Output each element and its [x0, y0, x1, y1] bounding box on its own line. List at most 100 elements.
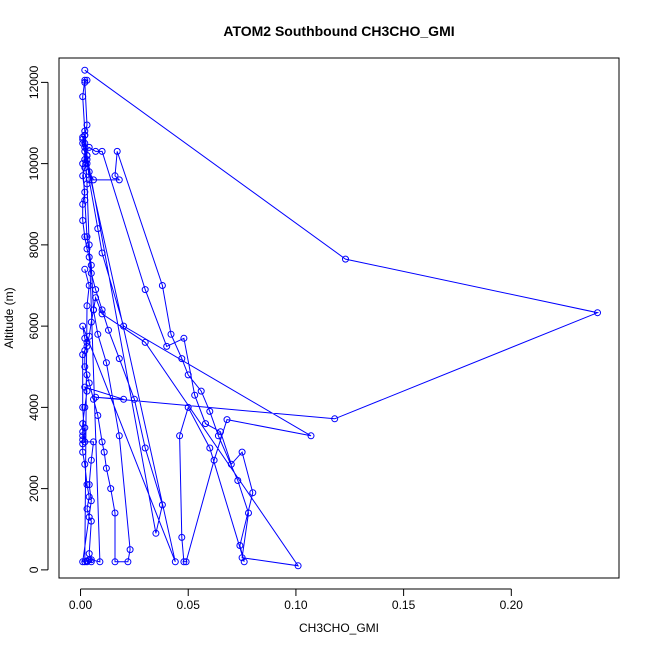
data-point: [87, 556, 95, 564]
data-point: [83, 387, 91, 395]
data-point: [79, 420, 87, 428]
data-point: [85, 513, 93, 521]
y-tick-label: 0: [27, 566, 41, 573]
data-point: [83, 505, 91, 513]
data-point: [331, 415, 339, 423]
data-point: [85, 241, 93, 249]
data-point: [176, 432, 184, 440]
data-point: [83, 371, 91, 379]
data-point: [115, 176, 123, 184]
data-point: [178, 533, 186, 541]
y-tick-label: 6000: [27, 312, 41, 339]
data-point: [79, 428, 87, 436]
data-point: [90, 306, 97, 314]
x-tick-label: 0.00: [69, 598, 93, 612]
data-point: [81, 164, 89, 172]
data-point: [79, 403, 87, 411]
x-axis-label: CH3CHO_GMI: [299, 621, 379, 635]
data-point: [81, 156, 89, 164]
data-point: [100, 448, 108, 456]
data-point: [85, 176, 93, 184]
data-point: [85, 282, 93, 289]
data-point: [81, 127, 89, 135]
data-point: [111, 172, 119, 180]
data-point: [87, 456, 95, 464]
data-point: [81, 139, 89, 147]
data-point: [92, 393, 100, 401]
data-point: [294, 562, 302, 570]
data-point: [107, 485, 115, 493]
data-point: [98, 310, 106, 318]
data-point: [158, 501, 166, 509]
data-point: [249, 489, 257, 497]
data-point: [83, 481, 91, 489]
data-point: [113, 147, 121, 155]
data-point: [81, 334, 89, 342]
data-point: [234, 477, 242, 484]
data-point: [81, 188, 89, 196]
data-point: [94, 225, 102, 233]
data-point: [92, 286, 100, 294]
data-point: [163, 342, 171, 350]
y-tick-label: 12000: [27, 65, 41, 99]
data-point: [238, 554, 246, 562]
data-point: [206, 407, 214, 415]
y-axis-label: Altitude (m): [2, 287, 16, 348]
data-point: [141, 338, 149, 346]
data-point: [158, 282, 166, 289]
series-line: [82, 69, 600, 567]
data-point: [238, 448, 246, 456]
data-point: [87, 497, 95, 505]
data-point: [102, 464, 110, 472]
data-point: [81, 265, 89, 273]
data-point: [115, 355, 123, 363]
data-point: [171, 558, 179, 566]
data-point: [120, 395, 128, 403]
data-point: [182, 558, 190, 566]
data-point: [240, 558, 248, 566]
data-point: [307, 432, 315, 440]
data-point: [79, 217, 87, 224]
data-point: [227, 460, 235, 468]
data-point: [87, 517, 95, 525]
data-point: [180, 558, 188, 566]
data-point: [217, 428, 224, 436]
data-point: [83, 180, 91, 188]
data-point: [342, 255, 349, 263]
data-point: [83, 121, 91, 129]
data-point: [92, 294, 100, 302]
data-point: [141, 286, 149, 294]
data-point: [79, 440, 87, 448]
data-point: [83, 342, 91, 350]
data-point: [94, 412, 102, 419]
data-point: [79, 322, 87, 330]
data-point: [124, 558, 132, 566]
y-tick-label: 4000: [27, 394, 41, 421]
data-point: [130, 395, 138, 403]
data-point: [81, 403, 89, 411]
plot-frame: [58, 57, 620, 579]
data-point: [98, 147, 106, 155]
y-tick-label: 10000: [27, 147, 41, 181]
data-point: [98, 438, 106, 446]
chart-content: ATOM2 Southbound CH3CHO_GMI CH3CHO_GMI A…: [2, 23, 620, 635]
data-point: [81, 143, 89, 151]
data-point: [102, 359, 110, 367]
data-point: [105, 326, 112, 334]
data-point: [245, 509, 252, 517]
data-point: [79, 448, 87, 456]
data-point: [236, 542, 244, 549]
data-point: [81, 424, 89, 432]
data-point: [79, 351, 87, 359]
data-point: [206, 444, 214, 452]
data-point: [79, 200, 87, 208]
data-point: [81, 147, 89, 155]
data-point: [81, 66, 89, 74]
data-point: [167, 330, 175, 338]
y-tick-label: 2000: [27, 475, 41, 502]
data-point: [79, 558, 87, 566]
data-point: [85, 379, 93, 387]
y-tick-label: 8000: [27, 231, 41, 258]
